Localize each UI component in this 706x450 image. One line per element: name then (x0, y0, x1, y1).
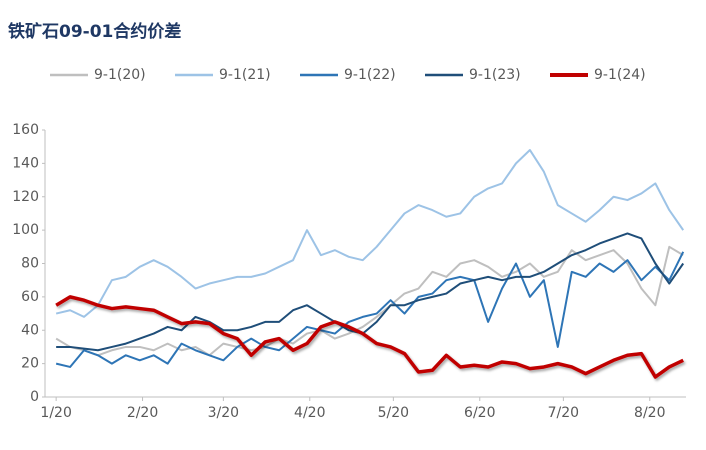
legend-label: 9-1(22) (344, 67, 396, 83)
x-tick-label: 3/20 (208, 405, 239, 421)
x-tick-label: 7/20 (548, 405, 579, 421)
x-tick-label: 8/20 (634, 405, 665, 421)
x-tick-label: 6/20 (464, 405, 495, 421)
chart-title: 铁矿石09-01合约价差 (8, 21, 181, 42)
legend-label: 9-1(24) (594, 67, 646, 83)
y-tick-label: 20 (21, 356, 39, 372)
y-tick-label: 0 (30, 389, 39, 405)
x-tick-label: 5/20 (378, 405, 409, 421)
x-tick-label: 2/20 (127, 405, 158, 421)
y-tick-label: 80 (21, 256, 39, 272)
y-tick-label: 40 (21, 322, 39, 338)
y-tick-label: 120 (12, 189, 39, 205)
x-tick-label: 1/20 (40, 405, 71, 421)
series-line (56, 232, 685, 352)
y-tick-label: 100 (12, 222, 39, 238)
y-tick-label: 160 (12, 122, 39, 138)
y-tick-label: 140 (12, 155, 39, 171)
y-tick-label: 60 (21, 289, 39, 305)
series-line (55, 149, 685, 318)
legend-label: 9-1(23) (469, 67, 521, 83)
series-line (55, 245, 684, 357)
x-tick-label: 4/20 (294, 405, 325, 421)
series-line (55, 295, 684, 379)
legend-label: 9-1(20) (94, 67, 146, 83)
series-line (55, 251, 685, 368)
legend-label: 9-1(21) (219, 67, 271, 83)
